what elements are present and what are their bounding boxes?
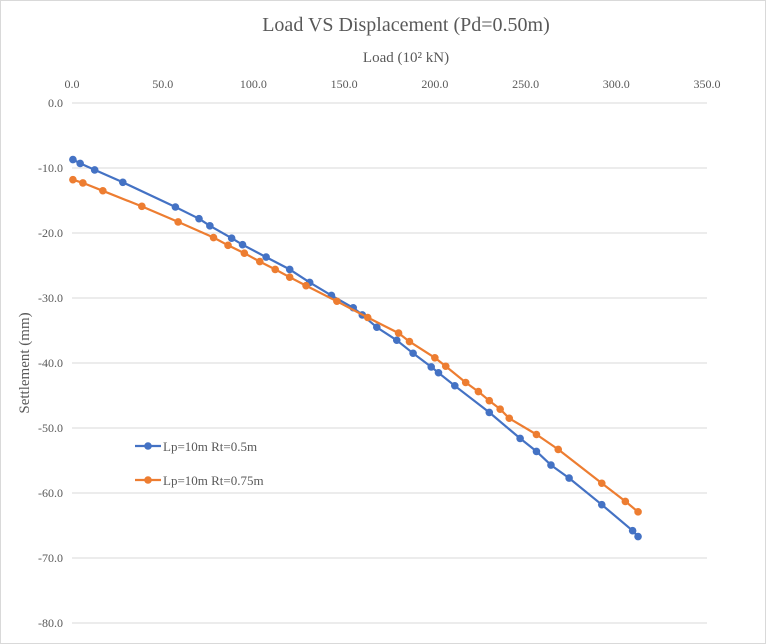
data-point: [461, 378, 470, 387]
data-point: [285, 265, 294, 274]
data-point: [634, 508, 642, 516]
x-axis-title: Load (10² kN): [363, 50, 449, 66]
data-point: [532, 430, 541, 439]
data-point: [79, 179, 87, 187]
data-point: [451, 381, 459, 390]
legend-entry: Lp=10m Rt=0.75m: [135, 473, 264, 488]
x-tick-label: 350.0: [694, 77, 721, 91]
data-point: [628, 526, 637, 535]
data-point: [302, 281, 310, 290]
data-point: [206, 222, 214, 230]
y-tick-label: 0.0: [48, 96, 63, 110]
series-line: [72, 178, 639, 513]
legend: Lp=10m Rt=0.5m Lp=10m Rt=0.75m: [135, 439, 264, 488]
data-point: [394, 329, 403, 337]
data-point: [69, 155, 77, 164]
data-point: [505, 414, 514, 423]
data-point: [373, 323, 381, 332]
data-point: [195, 214, 203, 223]
data-point: [138, 202, 146, 211]
data-point: [209, 233, 218, 242]
data-point: [565, 474, 573, 482]
data-point: [119, 178, 127, 187]
data-point: [90, 166, 99, 174]
data-point: [99, 186, 107, 195]
y-axis-title: Settlement (mm): [17, 312, 33, 413]
y-tick-label: -20.0: [38, 226, 63, 240]
x-tick-label: 100.0: [240, 77, 267, 91]
x-tick-label: 0.0: [65, 77, 80, 91]
data-point: [532, 447, 541, 456]
data-point: [597, 479, 606, 488]
x-tick-label: 50.0: [152, 77, 173, 91]
chart-title: Load VS Displacement (Pd=0.50m): [262, 14, 550, 36]
legend-entry: Lp=10m Rt=0.5m: [135, 439, 257, 454]
y-tick-label: -50.0: [38, 421, 63, 435]
data-point: [485, 408, 494, 417]
y-tick-label: -10.0: [38, 161, 63, 175]
data-point: [227, 234, 236, 242]
grid-layer: [72, 102, 707, 624]
data-point: [597, 500, 606, 509]
data-point: [262, 253, 270, 261]
data-point: [496, 405, 504, 413]
y-tick-label: -40.0: [38, 356, 63, 370]
data-point: [409, 349, 417, 358]
data-point: [554, 445, 563, 454]
data-point: [174, 218, 182, 226]
data-point: [634, 532, 642, 541]
data-point: [69, 175, 77, 184]
x-tick-label: 300.0: [603, 77, 630, 91]
y-tick-label: -60.0: [38, 486, 63, 500]
legend-label: Lp=10m Rt=0.75m: [163, 473, 264, 488]
data-point: [621, 497, 630, 506]
data-point: [427, 363, 436, 371]
data-point: [434, 368, 443, 377]
series-1: [69, 155, 642, 541]
data-point: [285, 273, 294, 282]
y-tick-label: -80.0: [38, 616, 63, 630]
legend-swatch-marker: [144, 476, 152, 484]
series-layer: [69, 155, 642, 541]
y-tick-label: -70.0: [38, 551, 63, 565]
data-point: [547, 461, 555, 469]
data-point: [363, 313, 372, 322]
x-tick-label: 150.0: [331, 77, 358, 91]
legend-label: Lp=10m Rt=0.5m: [163, 439, 257, 454]
legend-swatch-marker: [144, 442, 152, 450]
data-point: [271, 265, 280, 274]
data-point: [224, 241, 232, 250]
series-2: [69, 175, 642, 516]
data-point: [485, 396, 494, 405]
data-point: [240, 249, 249, 257]
x-tick-labels: 0.0 50.0 100.0 150.0 200.0 250.0 300.0 350.0: [65, 77, 721, 91]
data-point: [171, 203, 180, 211]
data-point: [76, 159, 84, 168]
data-point: [392, 336, 401, 345]
data-point: [238, 240, 247, 249]
data-point: [441, 362, 450, 371]
data-point: [516, 434, 524, 443]
y-tick-label: -30.0: [38, 291, 63, 305]
data-point: [431, 354, 439, 362]
data-point: [474, 387, 483, 396]
y-tick-labels: 0.0 -10.0 -20.0 -30.0 -40.0 -50.0 -60.0 -70.0 -8…: [38, 96, 63, 630]
data-point: [405, 337, 414, 346]
data-point: [255, 257, 264, 266]
x-tick-label: 250.0: [512, 77, 539, 91]
data-point: [333, 297, 341, 306]
x-tick-label: 200.0: [421, 77, 448, 91]
